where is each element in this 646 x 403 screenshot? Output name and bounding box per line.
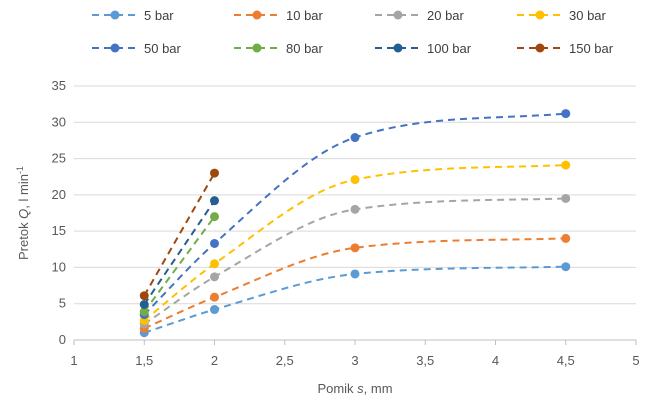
legend-label: 5 bar <box>144 8 174 23</box>
data-point <box>139 299 149 309</box>
x-axis-title-symbol: s <box>357 381 364 396</box>
series-50-bar <box>139 109 571 320</box>
y-tick-label: 15 <box>52 223 66 238</box>
legend-item: 80 bar <box>234 41 324 56</box>
series-line <box>143 265 566 334</box>
x-tick-label: 2,5 <box>276 353 294 368</box>
y-tick-label: 30 <box>52 114 66 129</box>
data-point <box>561 233 571 243</box>
series-line <box>143 164 566 322</box>
legend-swatch-marker <box>393 10 403 20</box>
data-point <box>210 305 219 315</box>
legend-item: 20 bar <box>375 8 465 23</box>
y-axis-title: Pretok Q, l min-1 <box>15 166 31 260</box>
series-line <box>143 237 566 330</box>
data-point <box>210 212 219 222</box>
plot-area <box>139 109 571 338</box>
legend-swatch-marker <box>252 43 262 53</box>
series-line <box>143 197 566 325</box>
data-point <box>561 160 571 170</box>
x-tick-label: 5 <box>632 353 639 368</box>
data-point <box>350 204 360 214</box>
data-point <box>210 196 219 206</box>
series-30-bar <box>139 160 571 325</box>
legend-swatch-marker <box>110 10 120 20</box>
legend-label: 30 bar <box>569 8 607 23</box>
series-150-bar <box>139 168 219 301</box>
y-tick-label: 0 <box>59 332 66 347</box>
y-axis-title-prefix: Pretok <box>16 219 31 260</box>
legend-swatch-marker <box>535 10 545 20</box>
series-line <box>143 216 216 313</box>
series-5-bar <box>139 262 571 338</box>
series-100-bar <box>139 196 219 309</box>
axes: 0 5 10 15 20 25 30 35 1 1,5 2 2,5 3 3,5 4 4,5 5 <box>52 78 640 368</box>
legend-label: 10 bar <box>286 8 324 23</box>
y-axis-title-suffix: , l min <box>16 174 31 209</box>
legend-item: 5 bar <box>92 8 174 23</box>
data-point <box>210 259 219 269</box>
x-axis-title-suffix: , mm <box>364 381 393 396</box>
legend-label: 50 bar <box>144 41 182 56</box>
data-point <box>350 175 360 185</box>
data-point <box>350 269 360 279</box>
data-point <box>139 307 149 317</box>
x-axis-title-prefix: Pomik <box>317 381 357 396</box>
series-line <box>143 112 566 316</box>
y-axis-title-superscript: -1 <box>15 166 25 174</box>
y-tick-label: 20 <box>52 187 66 202</box>
legend-swatch-marker <box>110 43 120 53</box>
x-tick-label: 2 <box>211 353 218 368</box>
data-point <box>350 243 360 253</box>
data-point <box>561 193 571 203</box>
legend-label: 80 bar <box>286 41 324 56</box>
legend-item: 100 bar <box>375 41 472 56</box>
legend-swatch-marker <box>252 10 262 20</box>
x-tick-label: 1 <box>70 353 77 368</box>
y-tick-label: 25 <box>52 151 66 166</box>
series-80-bar <box>139 212 219 317</box>
x-tick-label: 1,5 <box>135 353 153 368</box>
data-point <box>210 168 219 178</box>
legend-item: 50 bar <box>92 41 182 56</box>
y-tick-label: 10 <box>52 259 66 274</box>
data-point <box>561 109 571 119</box>
x-tick-label: 4,5 <box>557 353 575 368</box>
x-tick-label: 4 <box>492 353 499 368</box>
data-point <box>350 133 360 143</box>
x-tick-label: 3 <box>351 353 358 368</box>
y-tick-label: 5 <box>59 296 66 311</box>
legend-item: 30 bar <box>517 8 607 23</box>
legend-label: 150 bar <box>569 41 614 56</box>
series-line <box>143 200 216 306</box>
data-point <box>139 291 149 301</box>
y-axis-title-symbol: Q <box>16 209 31 219</box>
legend-label: 20 bar <box>427 8 465 23</box>
legend-swatch-marker <box>393 43 403 53</box>
y-tick-label: 35 <box>52 78 66 93</box>
data-point <box>210 292 219 302</box>
x-axis-title: Pomik s, mm <box>317 381 392 396</box>
legend-swatch-marker <box>535 43 545 53</box>
legend-item: 10 bar <box>234 8 324 23</box>
data-point <box>210 238 219 248</box>
data-point <box>210 272 219 282</box>
x-tick-label: 3,5 <box>416 353 434 368</box>
legend: 5 bar 10 bar 20 bar 30 bar 50 bar 80 bar 100 b… <box>92 8 614 56</box>
data-point <box>561 262 571 272</box>
legend-label: 100 bar <box>427 41 472 56</box>
legend-item: 150 bar <box>517 41 614 56</box>
gridlines <box>74 85 636 305</box>
